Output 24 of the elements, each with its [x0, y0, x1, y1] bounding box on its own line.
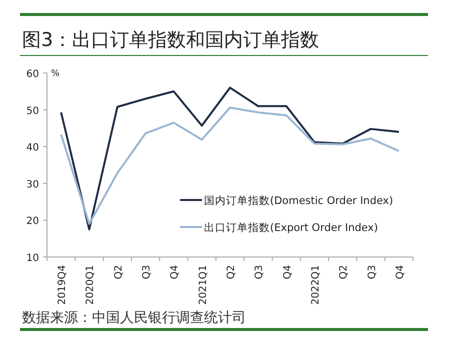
y-axis-title: % — [51, 69, 60, 79]
x-tick-label: 2019Q4 — [57, 265, 68, 305]
y-tick-label: 10 — [26, 253, 39, 264]
x-tick-label: 2020Q1 — [85, 265, 96, 305]
x-tick-label: Q4 — [282, 265, 294, 280]
chart-title: 图3：出口订单指数和国内订单指数 — [22, 29, 320, 51]
legend-label: 出口订单指数(Export Order Index) — [204, 221, 378, 234]
x-tick-label: 2021Q1 — [198, 265, 209, 305]
x-tick-label: Q4 — [394, 265, 406, 280]
y-tick-label: 30 — [26, 179, 39, 190]
x-tick-label: Q3 — [142, 265, 153, 280]
y-tick-label: 60 — [26, 69, 39, 80]
source-note: 数据来源：中国人民银行调查统计司 — [22, 310, 246, 326]
x-tick-label: Q2 — [226, 265, 237, 280]
y-tick-label: 20 — [26, 216, 39, 228]
y-tick-label: 40 — [26, 142, 39, 154]
x-tick-label: Q2 — [113, 265, 124, 280]
x-tick-label: Q2 — [338, 265, 350, 280]
x-tick-label: Q3 — [366, 265, 378, 280]
x-tick-label: 2022Q1 — [310, 265, 322, 305]
x-tick-label: Q3 — [254, 265, 266, 280]
legend-label: 国内订单指数(Domestic Order Index) — [204, 194, 394, 207]
y-tick-label: 50 — [26, 106, 39, 117]
x-tick-label: Q4 — [170, 265, 181, 280]
